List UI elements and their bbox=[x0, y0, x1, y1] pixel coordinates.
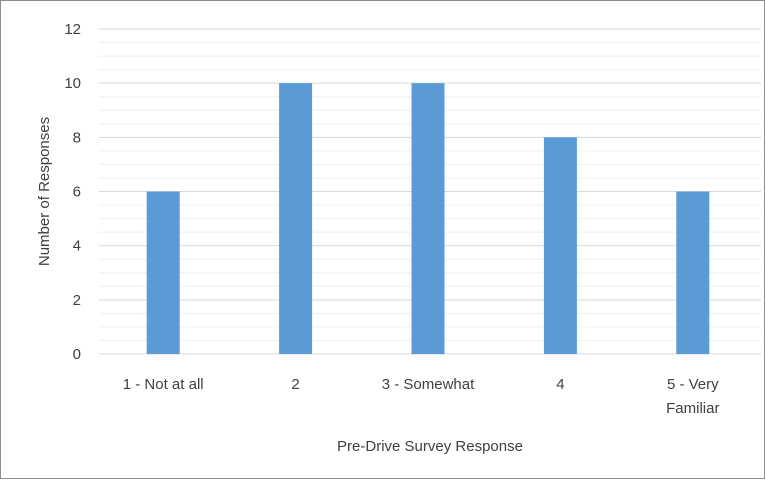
x-tick-label: 2 bbox=[291, 376, 299, 393]
bar bbox=[543, 137, 577, 354]
y-axis-ticks: 0 2 4 6 8 10 12 bbox=[64, 21, 81, 363]
y-tick-label: 12 bbox=[64, 21, 81, 38]
x-tick-label: 5 - Very bbox=[667, 376, 719, 393]
y-tick-label: 10 bbox=[64, 75, 81, 92]
x-axis-title: Pre-Drive Survey Response bbox=[337, 438, 523, 455]
x-tick-label: Familiar bbox=[666, 400, 719, 417]
y-tick-label: 0 bbox=[73, 346, 81, 363]
y-tick-label: 8 bbox=[73, 129, 81, 146]
bar bbox=[676, 191, 710, 354]
y-tick-label: 2 bbox=[73, 292, 81, 309]
bar bbox=[279, 83, 313, 355]
y-axis-title: Number of Responses bbox=[36, 117, 53, 266]
y-tick-label: 4 bbox=[73, 238, 81, 255]
x-tick-label: 1 - Not at all bbox=[123, 376, 204, 393]
x-tick-label: 3 - Somewhat bbox=[382, 376, 475, 393]
x-axis-ticks: 1 - Not at all 2 3 - Somewhat 4 5 - Very Fami… bbox=[123, 376, 720, 417]
x-tick-label: 4 bbox=[556, 376, 564, 393]
bar bbox=[146, 191, 180, 354]
y-tick-label: 6 bbox=[73, 184, 81, 201]
bars bbox=[146, 83, 710, 355]
bar bbox=[411, 83, 445, 355]
